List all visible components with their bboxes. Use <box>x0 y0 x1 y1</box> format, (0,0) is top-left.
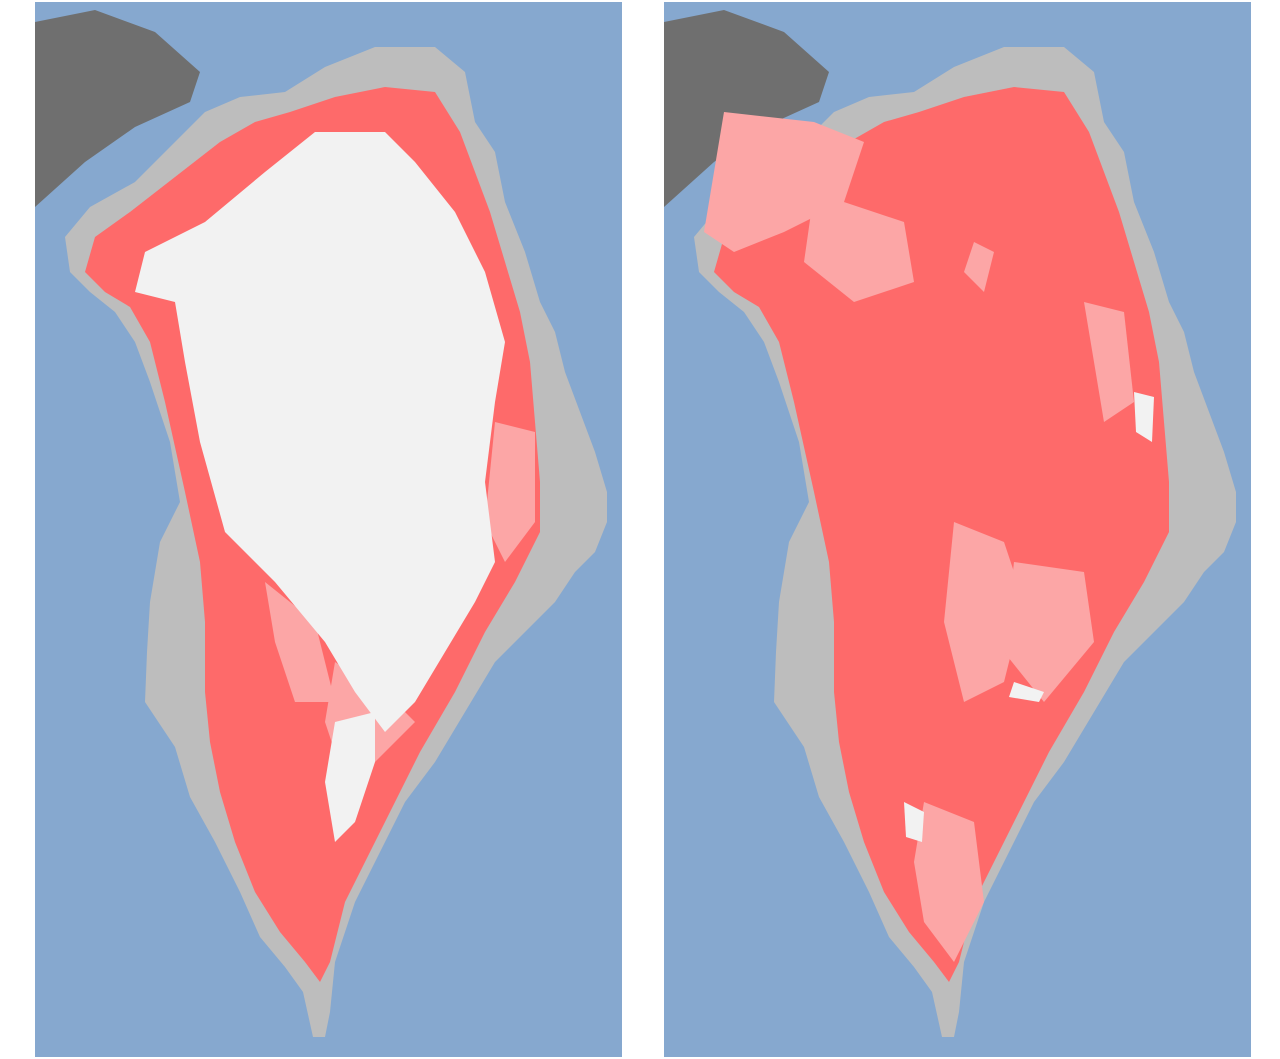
probable-melt-area <box>485 422 535 562</box>
greenland-melt-map-left <box>35 2 622 1057</box>
probable-melt-area <box>964 242 994 292</box>
no-melt-area <box>135 132 505 732</box>
probable-melt-area <box>944 522 1024 702</box>
map-panel-left <box>35 2 622 1057</box>
ellesmere-island <box>664 10 829 207</box>
melt-area <box>714 87 1169 982</box>
no-melt-area <box>325 712 375 842</box>
probable-melt-area <box>914 802 984 962</box>
probable-melt-area <box>1084 302 1134 422</box>
probable-melt-area <box>1004 562 1094 702</box>
no-melt-area <box>1134 392 1154 442</box>
no-melt-area <box>904 802 924 842</box>
probable-melt-area <box>265 582 335 702</box>
ellesmere-island <box>35 10 200 207</box>
greenland-melt-map-right <box>664 2 1251 1057</box>
probable-melt-area <box>804 192 914 302</box>
no-melt-area <box>1009 682 1044 702</box>
map-panel-right <box>664 2 1251 1057</box>
probable-melt-area <box>704 112 864 252</box>
